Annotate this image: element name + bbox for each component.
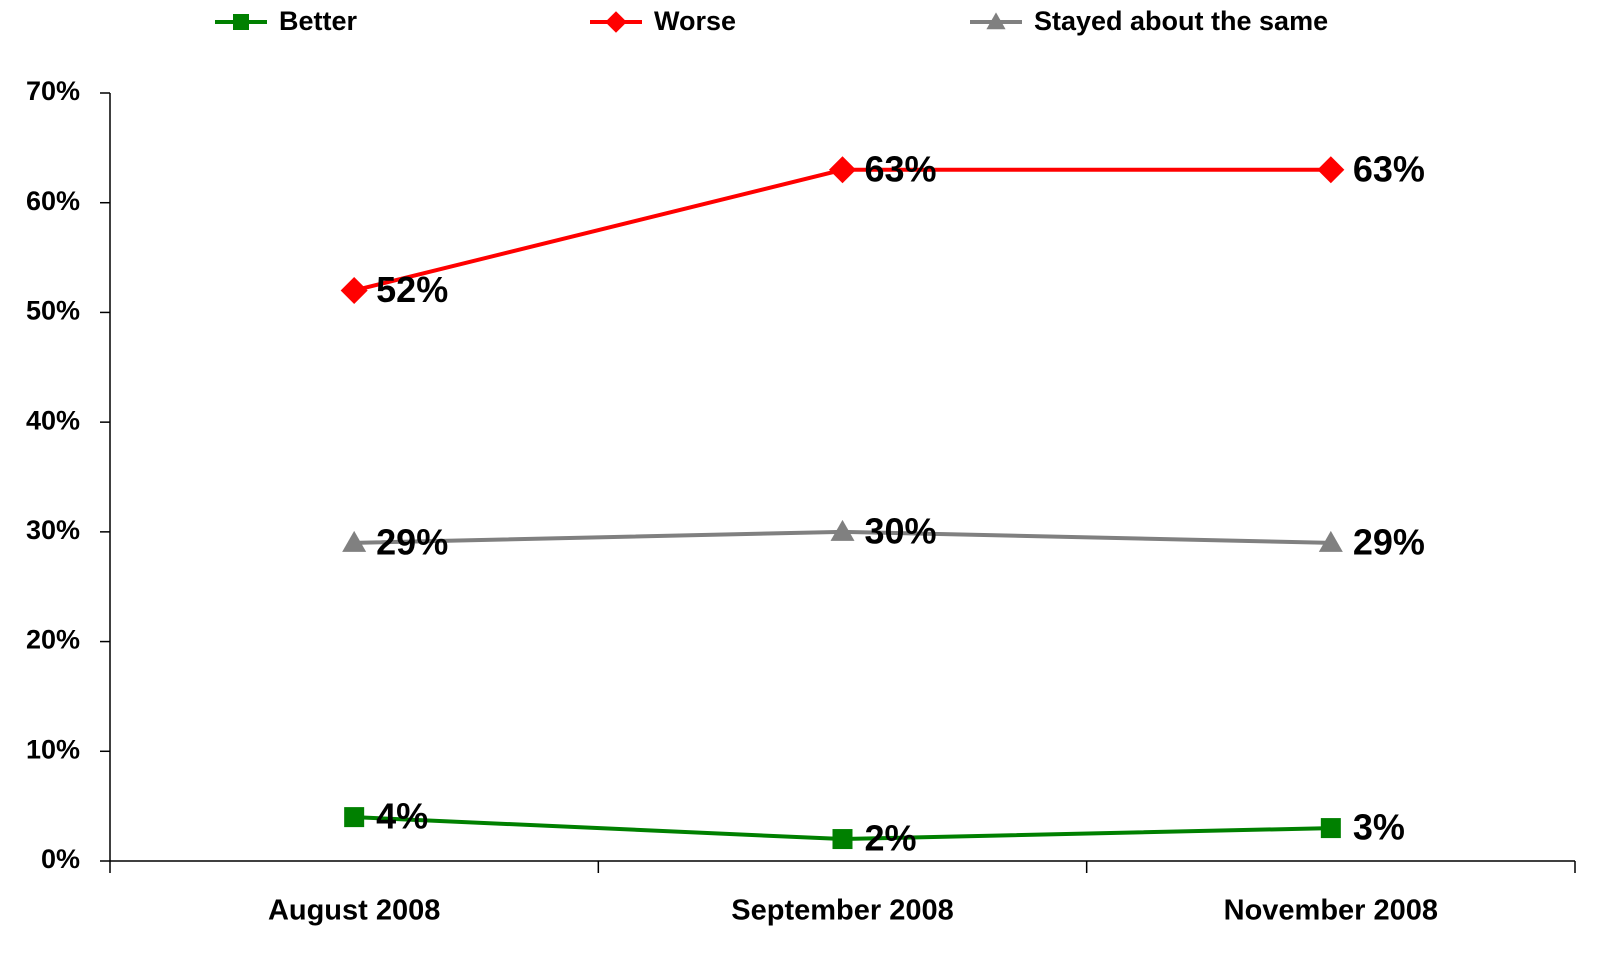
- legend-label: Worse: [654, 6, 736, 36]
- marker: [832, 829, 853, 850]
- y-tick-label: 50%: [26, 296, 80, 326]
- y-tick-label: 10%: [26, 734, 80, 764]
- data-label: 30%: [865, 510, 937, 551]
- marker: [1318, 530, 1343, 552]
- y-tick-label: 60%: [26, 186, 80, 216]
- marker: [830, 519, 855, 541]
- y-tick-label: 70%: [26, 76, 80, 106]
- x-tick-label: November 2008: [1224, 895, 1438, 927]
- legend-label: Stayed about the same: [1034, 6, 1328, 36]
- marker: [1317, 156, 1345, 184]
- data-label: 52%: [376, 269, 448, 310]
- data-label: 63%: [1353, 148, 1425, 189]
- data-label: 2%: [865, 818, 917, 859]
- data-label: 29%: [1353, 521, 1425, 562]
- data-label: 4%: [376, 796, 428, 837]
- marker: [340, 276, 368, 304]
- x-tick-label: September 2008: [731, 895, 953, 927]
- y-tick-label: 40%: [26, 405, 80, 435]
- marker: [342, 530, 367, 552]
- marker: [605, 11, 627, 33]
- marker: [829, 156, 856, 184]
- legend-label: Better: [279, 6, 358, 36]
- marker: [344, 807, 365, 828]
- y-tick-label: 30%: [26, 515, 80, 545]
- data-label: 63%: [865, 148, 937, 189]
- series-line: [353, 167, 1331, 293]
- marker: [986, 12, 1006, 30]
- y-tick-label: 0%: [41, 844, 80, 874]
- data-label: 3%: [1353, 807, 1405, 848]
- marker: [233, 14, 249, 30]
- y-tick-label: 20%: [26, 625, 80, 655]
- marker: [1320, 818, 1341, 839]
- data-label: 29%: [376, 521, 448, 562]
- x-tick-label: August 2008: [268, 895, 440, 927]
